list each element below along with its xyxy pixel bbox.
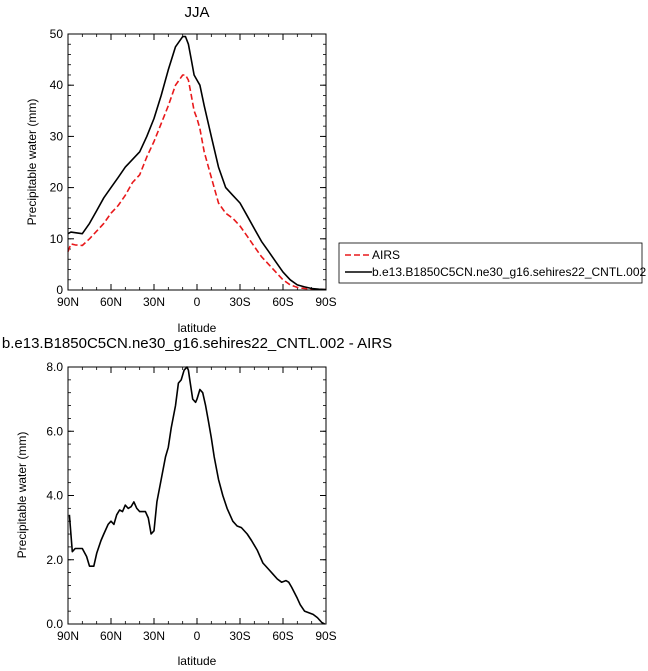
legend-model-label: b.e13.B1850C5CN.ne30_g16.sehires22_CNTL.…	[372, 265, 647, 279]
y-tick-label: 50	[50, 27, 64, 41]
x-tick-label: 60S	[272, 295, 293, 309]
y-tick-label: 6.0	[46, 424, 63, 438]
y-tick-label: 8.0	[46, 360, 63, 374]
bottom-x-tick-labels: 90N 60N 30N 0 30S 60S 90S	[57, 367, 337, 643]
x-tick-label: 90S	[315, 295, 336, 309]
x-tick-label: 90N	[57, 629, 79, 643]
x-tick-label: 90N	[57, 295, 79, 309]
x-tick-label: 30S	[229, 295, 250, 309]
y-tick-label: 4.0	[46, 489, 63, 503]
bottom-series-group	[68, 366, 325, 625]
y-tick-label: 0	[56, 283, 63, 297]
top-plot-frame	[67, 33, 327, 291]
top-chart-title: JJA	[184, 4, 209, 21]
x-tick-label: 30S	[229, 629, 250, 643]
x-tick-label: 60N	[100, 629, 122, 643]
bottom-x-axis-label: latitude	[178, 654, 217, 668]
y-tick-label: 20	[50, 181, 64, 195]
x-tick-label: 60S	[272, 629, 293, 643]
x-tick-label: 90S	[315, 629, 336, 643]
bottom-y-tick-labels: 0.0 2.0 4.0 6.0 8.0	[46, 360, 326, 631]
top-x-axis-label: latitude	[178, 321, 217, 335]
y-tick-label: 2.0	[46, 553, 63, 567]
bottom-y-axis-label: Precipitable water (mm)	[15, 432, 29, 559]
top-y-tick-labels: 0 10 20 30 40 50	[50, 27, 326, 297]
p2-series-line-0	[68, 366, 325, 625]
legend-box	[338, 242, 643, 284]
bottom-panel: b.e13.B1850C5CN.ne30_g16.sehires22_CNTL.…	[2, 335, 392, 668]
x-tick-label: 30N	[143, 295, 165, 309]
p1-series-line-1	[67, 35, 327, 291]
bottom-plot-frame	[67, 366, 327, 625]
y-tick-label: 30	[50, 129, 64, 143]
x-tick-label: 0	[194, 295, 201, 309]
legend-airs-label: AIRS	[372, 248, 400, 262]
p1-series-line-0	[67, 74, 327, 291]
top-series-group	[67, 35, 327, 291]
top-panel: JJA latitude Precipitable water (mm) 90N…	[25, 4, 337, 335]
bottom-chart-title: b.e13.B1850C5CN.ne30_g16.sehires22_CNTL.…	[2, 335, 392, 352]
top-x-tick-labels: 90N 60N 30N 0 30S 60S 90S	[57, 34, 337, 309]
y-tick-label: 40	[50, 78, 64, 92]
legend: AIRS b.e13.B1850C5CN.ne30_g16.sehires22_…	[338, 242, 647, 284]
x-tick-label: 60N	[100, 295, 122, 309]
top-y-axis-label: Precipitable water (mm)	[25, 99, 39, 226]
x-tick-label: 30N	[143, 629, 165, 643]
y-tick-label: 0.0	[46, 617, 63, 631]
x-tick-label: 0	[194, 629, 201, 643]
y-tick-label: 10	[50, 232, 64, 246]
